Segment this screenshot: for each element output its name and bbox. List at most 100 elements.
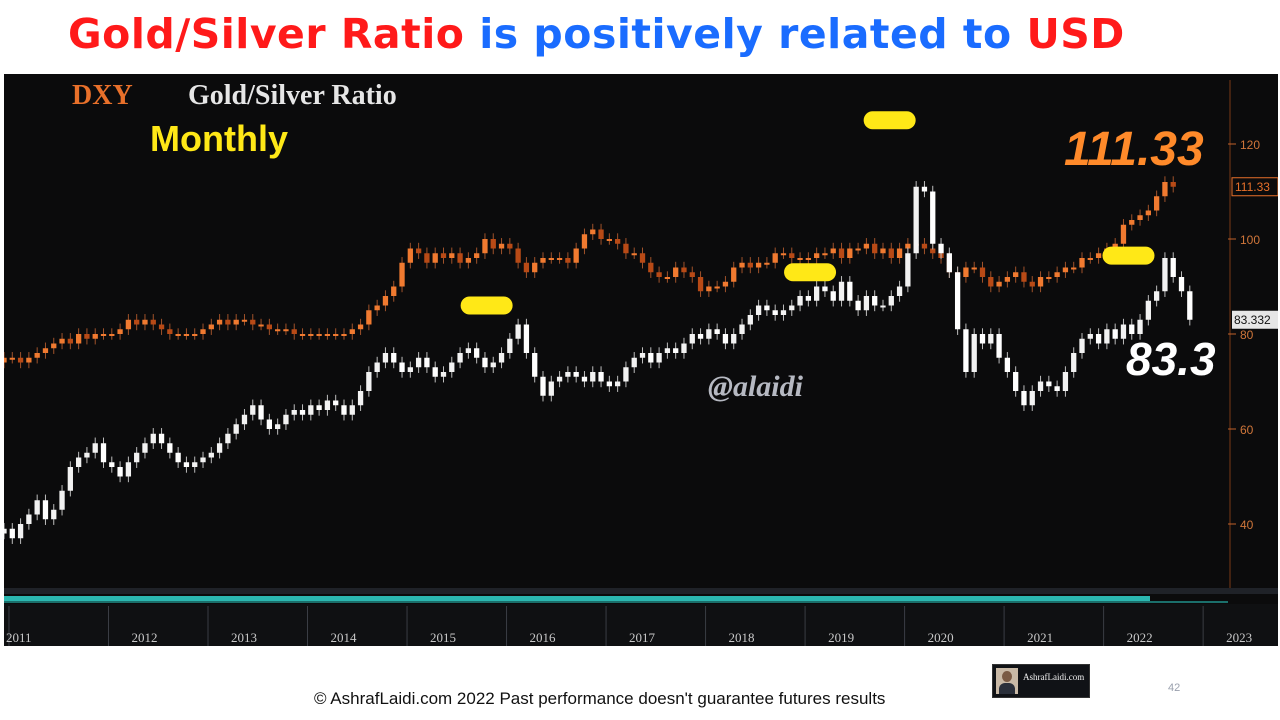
gsr-candle: [872, 296, 878, 306]
gsr-last-value-label: 83.332: [1234, 313, 1271, 327]
gsr-candle: [838, 281, 845, 301]
dxy-candle: [324, 334, 331, 336]
dxy-candle: [1021, 272, 1027, 282]
dxy-candle: [648, 262, 654, 273]
gsr-candle: [142, 443, 148, 453]
gsr-candle: [1013, 372, 1019, 391]
gsr-candle: [1187, 291, 1193, 320]
dxy-candle: [548, 258, 554, 260]
lower-pane-indicator: [4, 596, 1150, 601]
gsr-candle: [266, 419, 273, 429]
chart-panel: 40 60 80 100 120 111.33 83.332 2011 2012 2013 2014…: [4, 74, 1278, 646]
dxy-candle: [888, 248, 894, 258]
gsr-candle: [134, 452, 140, 463]
gsr-candle: [772, 310, 778, 315]
gsr-candle: [755, 305, 762, 315]
dxy-candle: [706, 286, 712, 292]
dxy-candle: [208, 324, 214, 330]
dxy-candle: [1145, 210, 1151, 216]
x-tick-label: 2013: [231, 630, 257, 645]
dxy-candle: [1162, 182, 1168, 197]
dxy-candle: [84, 334, 90, 339]
dxy-candle: [1054, 272, 1060, 277]
gsr-candle: [523, 324, 530, 353]
x-tick-label: 2017: [629, 630, 656, 645]
gsr-candle: [1004, 357, 1011, 372]
gsr-candle: [532, 353, 538, 377]
dxy-candle: [590, 229, 596, 235]
gsr-candle: [1087, 334, 1093, 339]
gsr-candle: [4, 528, 7, 534]
dxy-candle: [863, 243, 870, 249]
gsr-candle: [731, 334, 737, 344]
gsr-candle: [407, 367, 413, 372]
dxy-candle: [1071, 267, 1077, 270]
gsr-candle: [100, 443, 107, 463]
dxy-candle: [747, 262, 753, 268]
dxy-candle: [291, 329, 297, 334]
y-tick-label: 80: [1240, 328, 1254, 342]
dxy-candle: [1029, 281, 1035, 287]
highlight-oval: [784, 263, 837, 282]
gsr-candle: [233, 424, 239, 434]
dxy-candle: [167, 329, 173, 334]
gsr-candle: [1062, 372, 1069, 391]
dxy-candle: [316, 334, 322, 336]
gsr-candle: [855, 300, 861, 311]
gsr-candle: [275, 424, 281, 429]
title-part-positively-related: is positively related to: [479, 10, 1012, 58]
dxy-candle: [349, 329, 355, 334]
author-photo-icon: [996, 668, 1018, 694]
gsr-candle: [780, 310, 787, 315]
gsr-candle: [739, 324, 745, 334]
gsr-candle: [1170, 258, 1176, 277]
gsr-candle: [1079, 338, 1085, 353]
dxy-candle: [9, 357, 15, 360]
dxy-candle: [764, 262, 770, 265]
gsr-candle: [457, 353, 463, 363]
dxy-candle: [988, 277, 994, 287]
dxy-candle: [183, 334, 190, 336]
gsr-candle: [216, 443, 223, 453]
gsr-candle: [490, 362, 496, 368]
x-tick-label: 2023: [1226, 630, 1252, 645]
dxy-candle: [1037, 277, 1044, 287]
dxy-candle: [656, 272, 662, 277]
gsr-candle: [631, 357, 637, 368]
gsr-candle: [988, 334, 994, 344]
gsr-candle: [598, 372, 604, 382]
dxy-candle: [59, 338, 65, 344]
gsr-candle: [308, 405, 314, 415]
gsr-candle: [954, 272, 961, 330]
gsr-candle: [208, 452, 214, 458]
gsr-candle: [241, 414, 248, 425]
gsr-candle: [1120, 324, 1127, 339]
y-tick-label: 60: [1240, 423, 1254, 437]
dxy-candle: [1087, 258, 1093, 260]
dxy-candle: [780, 253, 787, 256]
x-tick-label: 2011: [6, 630, 32, 645]
dxy-candle: [134, 319, 140, 325]
dxy-candle: [606, 239, 612, 241]
dxy-last-value-tag: [1231, 177, 1278, 197]
dxy-candle: [283, 329, 289, 332]
dxy-candle: [540, 258, 546, 263]
gsr-candle: [192, 462, 198, 467]
dxy-candle: [175, 334, 181, 336]
gsr-candle: [581, 376, 588, 382]
title-part-gold-silver-ratio: Gold/Silver Ratio: [68, 10, 465, 58]
dxy-candle: [424, 253, 430, 263]
dxy-candle: [814, 253, 820, 258]
gsr-candle: [117, 467, 123, 477]
dxy-candle: [515, 248, 521, 263]
gsr-candle: [648, 353, 654, 363]
dxy-candle: [4, 357, 7, 363]
dxy-candle: [772, 253, 778, 263]
gsr-candle: [465, 348, 472, 353]
gsr-candle: [1145, 300, 1151, 320]
dxy-candle: [266, 324, 273, 330]
gsr-candle: [515, 324, 521, 339]
dxy-candle: [905, 243, 911, 249]
x-tick-label: 2022: [1127, 630, 1153, 645]
gsr-candle: [474, 348, 480, 358]
